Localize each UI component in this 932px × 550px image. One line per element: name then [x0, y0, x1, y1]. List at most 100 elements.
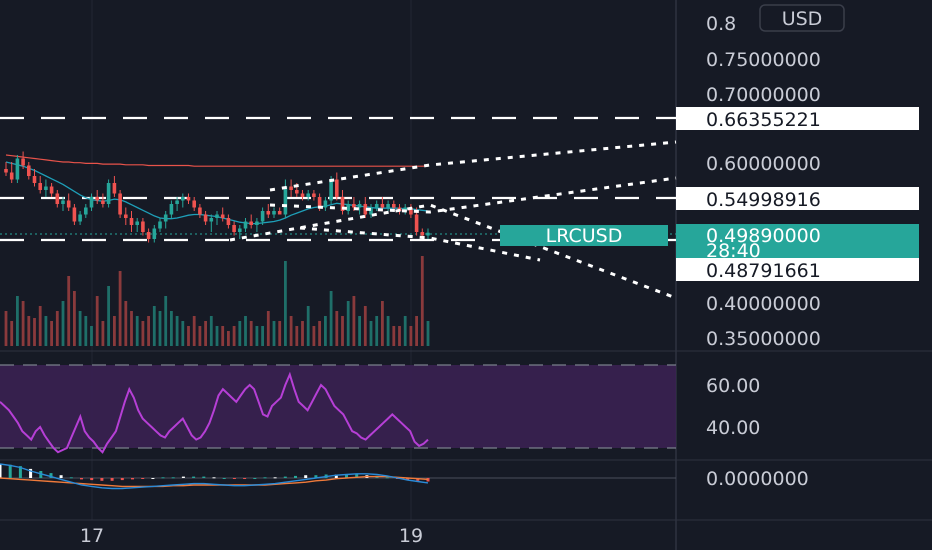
macd-histogram-bar [8, 464, 12, 478]
candle-body [78, 214, 82, 222]
macd-histogram-bar [426, 478, 430, 482]
ma-long-line [5, 154, 428, 167]
candle-body [44, 186, 48, 190]
volume-bar [232, 326, 236, 346]
candle-body [226, 218, 231, 225]
candle-body [106, 183, 111, 204]
volume-bar [204, 321, 207, 346]
price-label-0-35: 0.35000000 [706, 328, 821, 350]
volume-bar [192, 316, 196, 346]
macd-histogram-bar [283, 476, 287, 478]
macd-histogram-bar [49, 473, 53, 478]
candle-body [323, 200, 328, 208]
symbol-tag-text: LRCUSD [546, 225, 623, 247]
candle-body [198, 207, 202, 215]
candle-body [220, 214, 225, 218]
volume-bar [152, 306, 156, 346]
volume-bar [187, 326, 190, 346]
candle-body [175, 200, 179, 204]
macd-histogram-bar [212, 477, 216, 479]
rsi-band [0, 365, 676, 448]
candle-body [152, 228, 157, 239]
candle-body [340, 197, 345, 211]
volume-bar [170, 311, 173, 346]
macd-histogram-bar [100, 478, 104, 481]
candle-body [146, 232, 151, 239]
volume-bar [318, 321, 321, 346]
macd-histogram-bar [80, 478, 83, 480]
price-tag-upper-text: 0.66355221 [706, 109, 821, 131]
macd-histogram-bar [222, 478, 226, 479]
volume-bar [324, 316, 327, 346]
macd-label-zero: 0.0000000 [706, 468, 809, 490]
macd-histogram-bar [294, 475, 297, 478]
macd-histogram-bar [385, 477, 389, 479]
volume-bar [358, 316, 361, 346]
price-label-0-8: 0.8 [706, 13, 736, 35]
candle-body [335, 179, 339, 197]
volume-bar [363, 306, 367, 346]
volume-bar [295, 326, 299, 346]
price-tag-lower-text: 0.48791661 [706, 260, 821, 282]
candle-body [61, 200, 65, 204]
candle-body [101, 200, 105, 204]
currency-badge-box[interactable] [759, 4, 845, 32]
candle-body [158, 221, 162, 229]
candle-body [306, 193, 310, 197]
candle-body [72, 207, 77, 222]
macd-histogram-bar [59, 475, 63, 478]
volume-bar [221, 326, 225, 346]
volume-bar [135, 316, 139, 346]
volume-bar [312, 326, 316, 346]
projection-inner-channel [299, 226, 541, 262]
candle-body [426, 232, 430, 236]
volume-bar [67, 276, 71, 346]
macd-histogram-bar [334, 474, 338, 478]
volume-bar [113, 316, 116, 346]
macd-histogram-bar [151, 478, 155, 479]
candle-body [112, 183, 117, 194]
volume-bar [341, 316, 344, 346]
macd-histogram-bar [131, 478, 134, 480]
candle-body [181, 197, 185, 201]
candle-body [95, 197, 99, 201]
candle-body [9, 172, 14, 180]
candle-body [329, 179, 333, 201]
candle-body [38, 183, 42, 190]
symbol-tag-box [500, 225, 668, 246]
volume-bar [73, 291, 76, 346]
macd-histogram-bar [253, 478, 257, 479]
currency-badge[interactable]: USD [759, 4, 845, 32]
price-tag-last-box [676, 224, 919, 259]
volume-bar [426, 321, 430, 346]
macd-histogram-bar [406, 478, 410, 481]
volume-bar [141, 321, 145, 346]
candle-body [363, 204, 368, 215]
price-label-0-60: 0.60000000 [706, 153, 821, 175]
time-label-19: 19 [399, 525, 423, 547]
volume-bar [130, 311, 133, 346]
macd-histogram-bar [273, 477, 277, 479]
rsi-indicator [0, 371, 429, 454]
volume-bar [261, 326, 264, 346]
candle-body [369, 207, 373, 215]
price-tag-upper: 0.66355221 [676, 107, 919, 131]
volume-bar [181, 321, 185, 346]
candle-body [124, 214, 128, 218]
candle-body [317, 197, 322, 208]
price-tag-lower-box [676, 258, 919, 281]
candle-body [249, 221, 253, 225]
candle-body [403, 207, 407, 211]
macd-histogram-bar [181, 476, 185, 478]
candle-body [192, 200, 196, 208]
candle-body [32, 176, 37, 183]
volume-bar [284, 261, 287, 346]
candle-body [186, 197, 191, 201]
macd-histogram-bar [263, 477, 267, 479]
candle-body [312, 193, 316, 197]
currency-badge-text[interactable]: USD [782, 8, 823, 30]
macd-histogram-bar [161, 477, 165, 479]
volume-bar [90, 326, 93, 346]
